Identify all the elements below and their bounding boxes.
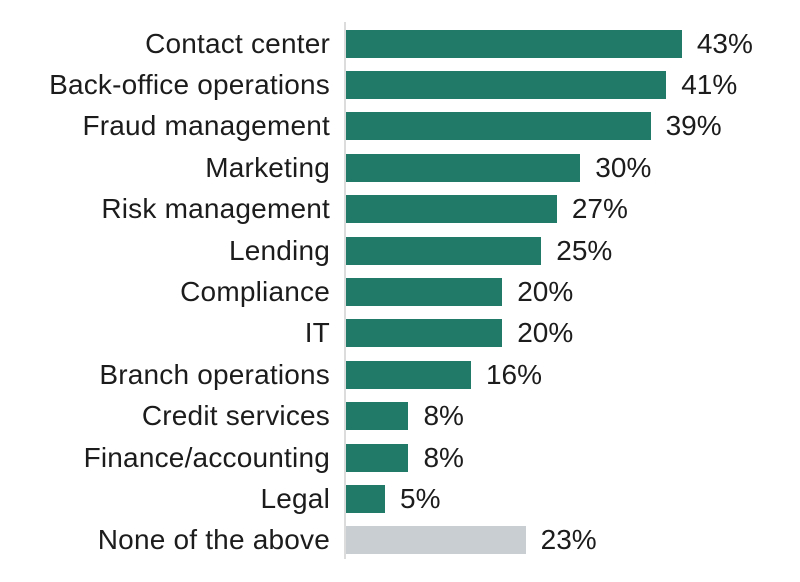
bar [346,71,667,100]
category-label: Risk management [101,193,330,225]
value-label: 8% [423,441,464,473]
chart-row: None of the above 23% [0,520,800,561]
chart-row: Back-office operations 41% [0,64,800,105]
chart-row: Lending 25% [0,230,800,271]
bar [346,319,503,348]
bar-zone: 16% [346,359,800,391]
bar-zone: 43% [346,28,800,60]
bar-zone: 27% [346,193,800,225]
chart-row: Branch operations 16% [0,354,800,395]
chart-row: Contact center 43% [0,23,800,64]
category-label: Lending [228,234,330,266]
bar-zone: 23% [346,524,800,556]
chart-row: Marketing 30% [0,147,800,188]
value-label: 16% [485,358,542,390]
value-label: 41% [681,69,738,101]
bar-zone: 25% [346,235,800,267]
bar-zone: 30% [346,152,800,184]
category-label: Compliance [180,276,330,308]
bar [346,153,581,182]
bar [346,402,409,431]
bar-zone: 5% [346,483,800,515]
category-label: Finance/accounting [83,441,330,473]
bar-zone: 20% [346,276,800,308]
chart-row: Compliance 20% [0,271,800,312]
value-label: 30% [595,151,652,183]
category-label: Legal [260,482,330,514]
category-label: Fraud management [82,110,330,142]
bar-zone: 8% [346,400,800,432]
value-label: 27% [571,193,628,225]
bar [346,443,409,472]
value-label: 43% [696,27,753,59]
category-label: Back-office operations [49,69,330,101]
value-label: 23% [540,524,597,556]
chart-row: Finance/accounting 8% [0,437,800,478]
value-label: 39% [665,110,722,142]
chart-row: Fraud management 39% [0,106,800,147]
bar-zone: 41% [346,69,800,101]
category-label: Credit services [141,400,330,432]
bar [346,236,542,265]
bar [346,278,503,307]
chart-row: Legal 5% [0,478,800,519]
y-axis-line [344,22,346,559]
value-label: 5% [400,482,441,514]
category-label: Marketing [205,151,330,183]
bar [346,29,682,58]
chart-row: Credit services 8% [0,396,800,437]
chart-rows: Contact center 43% Back-office operations 4… [0,23,800,561]
bar-zone: 20% [346,317,800,349]
chart-row: Risk management 27% [0,189,800,230]
category-label: Branch operations [99,358,330,390]
category-label: IT [304,317,330,349]
category-label: None of the above [97,524,330,556]
chart-row: IT 20% [0,313,800,354]
bar-zone: 8% [346,442,800,474]
value-label: 20% [517,317,574,349]
value-label: 8% [423,400,464,432]
category-label: Contact center [145,27,330,59]
value-label: 20% [517,276,574,308]
bar [346,526,526,555]
bar [346,360,471,389]
bar [346,112,651,141]
bar [346,195,557,224]
bar [346,484,386,513]
bar-zone: 39% [346,110,800,142]
value-label: 25% [556,234,613,266]
